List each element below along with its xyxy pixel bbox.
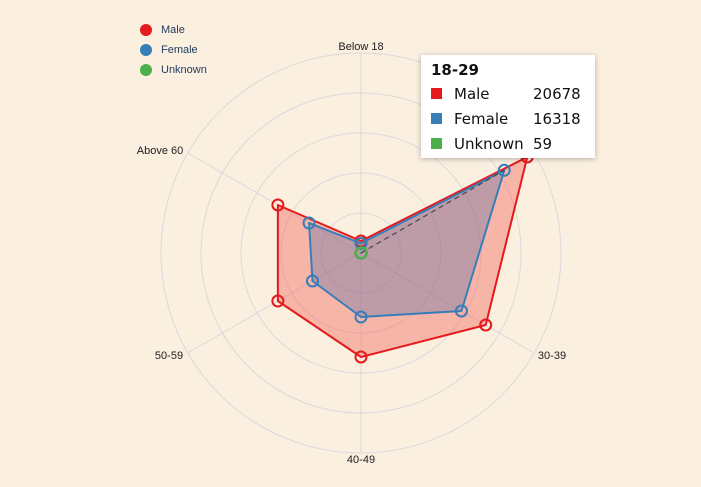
legend-marker-female xyxy=(140,44,152,56)
axis-label: Below 18 xyxy=(338,41,383,53)
tooltip-name: Female xyxy=(454,109,509,128)
data-point-male xyxy=(271,294,285,308)
data-point-female xyxy=(302,216,316,230)
legend-marker-male xyxy=(140,24,152,36)
grid-spoke xyxy=(187,252,362,354)
tooltip-row-male: Male 20678 xyxy=(431,81,585,106)
hover-guide-line xyxy=(360,169,505,254)
data-point-male xyxy=(479,318,493,332)
data-point-female xyxy=(306,274,320,288)
legend-label-unknown: Unknown xyxy=(161,64,207,76)
tooltip: 18-29 Male 20678 Female 16318 Unknown 59 xyxy=(421,55,595,158)
radar-grid xyxy=(160,52,562,454)
axis-label: 40-49 xyxy=(347,454,375,466)
legend-item-unknown[interactable]: Unknown xyxy=(140,60,207,80)
tooltip-name: Male xyxy=(454,84,490,103)
axis-label: 30-39 xyxy=(538,350,566,362)
legend-item-male[interactable]: Male xyxy=(140,20,207,40)
data-point-unknown xyxy=(354,246,368,260)
axis-labels: Below 18 30-39 40-49 50-59 Above 60 xyxy=(137,41,566,466)
legend-label-female: Female xyxy=(161,44,198,56)
tooltip-value: 16318 xyxy=(533,109,581,128)
tooltip-title: 18-29 xyxy=(431,61,479,79)
data-point-female xyxy=(354,310,368,324)
grid-spoke xyxy=(187,152,362,254)
legend-label-male: Male xyxy=(161,24,185,36)
legend-marker-unknown xyxy=(140,64,152,76)
axis-label: Above 60 xyxy=(137,145,183,157)
tooltip-name: Unknown xyxy=(454,134,524,153)
data-point-male xyxy=(271,198,285,212)
tooltip-row-unknown: Unknown 59 xyxy=(431,131,585,156)
tooltip-swatch-unknown xyxy=(431,138,442,149)
data-point-male xyxy=(354,350,368,364)
tooltip-swatch-male xyxy=(431,88,442,99)
tooltip-swatch-female xyxy=(431,113,442,124)
radar-series xyxy=(271,150,534,364)
tooltip-value: 59 xyxy=(533,134,553,153)
axis-label: 50-59 xyxy=(155,350,183,362)
grid-spoke xyxy=(360,252,535,354)
tooltip-value: 20678 xyxy=(533,84,581,103)
data-point-female xyxy=(354,236,368,250)
tooltip-row-female: Female 16318 xyxy=(431,106,585,131)
legend: Male Female Unknown xyxy=(140,20,207,80)
data-point-female xyxy=(454,304,468,318)
data-point-female xyxy=(497,163,511,177)
legend-item-female[interactable]: Female xyxy=(140,40,207,60)
